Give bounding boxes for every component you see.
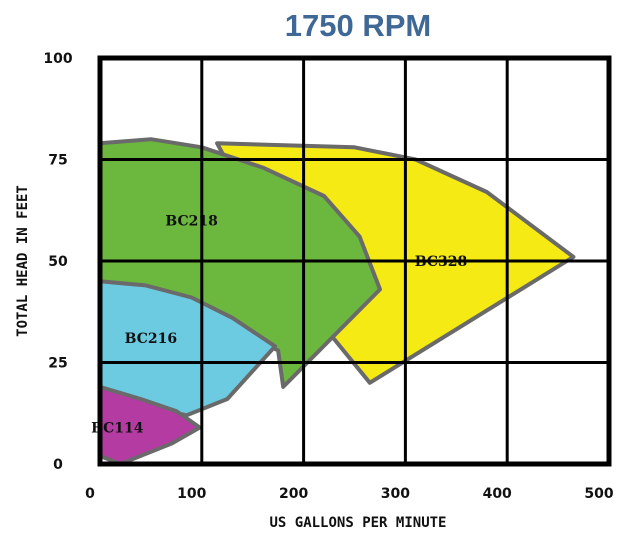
x-tick-300: 300 (381, 486, 410, 502)
y-tick-75: 75 (48, 153, 67, 169)
region-bc114 (98, 384, 202, 466)
x-tick-0: 0 (85, 486, 95, 502)
gridlines (100, 58, 609, 464)
plot-frame (97, 55, 612, 467)
y-tick-50: 50 (48, 254, 68, 270)
x-tick-500: 500 (584, 486, 613, 502)
y-tick-100: 100 (43, 51, 72, 67)
region-label-bc218: BC218 (165, 213, 217, 229)
y-tick-25: 25 (48, 356, 67, 372)
x-tick-100: 100 (177, 486, 206, 502)
chart-title: 1750 RPM (285, 8, 431, 43)
x-tick-200: 200 (279, 486, 308, 502)
coverage-regions (98, 137, 576, 466)
x-tick-400: 400 (483, 486, 512, 502)
y-tick-0: 0 (53, 457, 63, 473)
region-label-bc114: BC114 (91, 420, 144, 436)
x-tick-labels: 0 100 200 300 400 500 (85, 486, 614, 502)
x-axis-label: US GALLONS PER MINUTE (269, 515, 446, 531)
y-axis-label: TOTAL HEAD IN FEET (15, 185, 31, 337)
y-tick-labels: 0 25 50 75 100 (43, 51, 72, 473)
region-label-bc216: BC216 (125, 331, 177, 347)
